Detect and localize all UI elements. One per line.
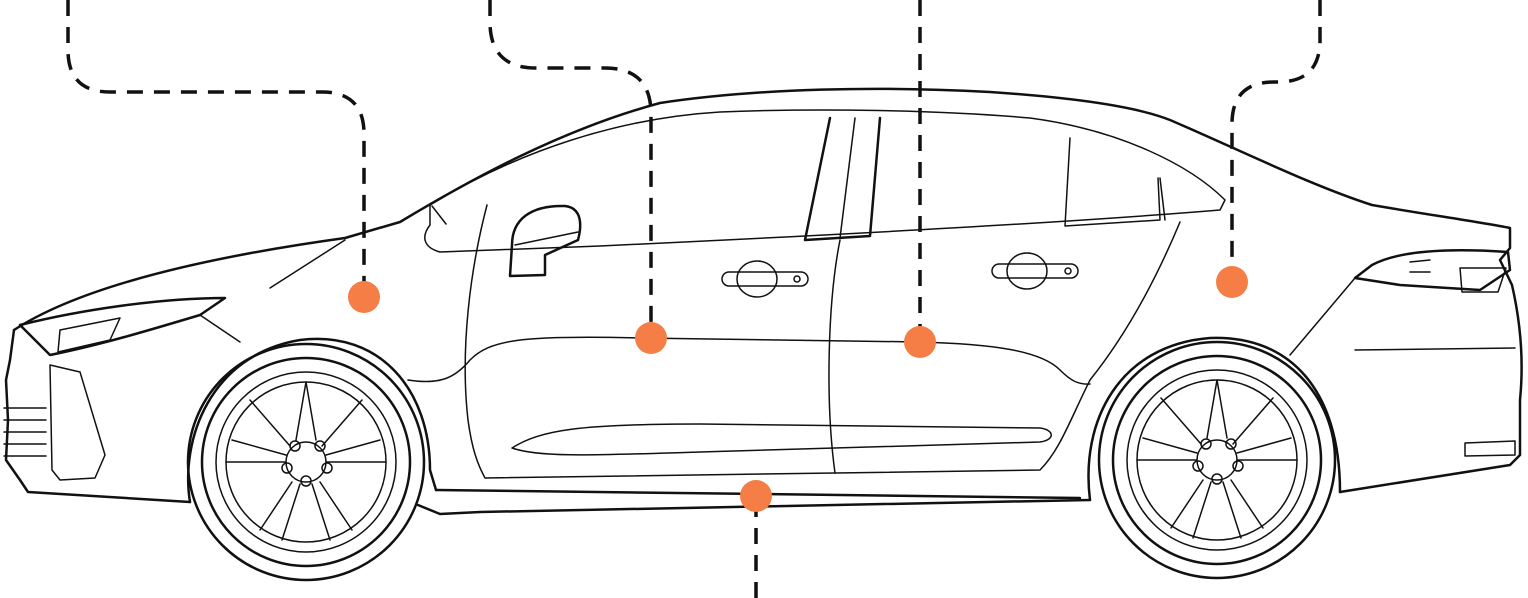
b-pillar — [803, 116, 882, 242]
door-divider — [828, 239, 841, 474]
body-silhouette — [12, 87, 1523, 494]
front-door-leader-line — [488, 0, 653, 326]
rear-door-marker[interactable] — [904, 326, 936, 358]
taillight — [1353, 248, 1512, 292]
greenhouse-outline — [424, 109, 1226, 253]
front-bumper — [4, 328, 192, 504]
rear-quarter-glass — [1064, 137, 1161, 227]
b-pillar-inner — [839, 117, 856, 239]
rear-door-seam — [834, 221, 1181, 474]
front-door-marker[interactable] — [635, 322, 667, 354]
front-fender-marker[interactable] — [348, 281, 380, 313]
leader-lines — [66, 0, 1322, 598]
headlight-inner — [57, 317, 121, 353]
front-wheel-arch — [186, 337, 438, 504]
front-grille — [3, 407, 47, 457]
damage-markers — [348, 266, 1248, 512]
rear-bumper-crease — [1289, 277, 1516, 356]
side-mirror-detail — [514, 231, 579, 246]
c-pillar — [1159, 177, 1166, 221]
rear-quarter-panel-leader-line — [1230, 0, 1322, 270]
rear-wheel-arch — [1087, 336, 1342, 502]
front-fender-crease — [199, 239, 346, 343]
character-line — [407, 336, 1091, 385]
rear-door-handle — [991, 252, 1079, 290]
fog-light-intake — [49, 364, 106, 481]
rear-wheel — [1097, 340, 1337, 580]
headlight — [18, 296, 227, 357]
lower-sill — [416, 498, 1092, 516]
side-mirror — [508, 204, 582, 278]
front-door-handle — [721, 260, 809, 298]
rear-quarter-panel-marker[interactable] — [1216, 266, 1248, 298]
car-body — [3, 87, 1523, 516]
front-door-seam — [464, 204, 836, 479]
taillight-inner — [1409, 259, 1507, 293]
lower-door-sculpt — [511, 423, 1052, 456]
front-wheel — [186, 342, 426, 582]
front-fender-leader-line — [66, 0, 366, 285]
rocker-panel-marker[interactable] — [740, 480, 772, 512]
a-pillar — [431, 205, 447, 225]
rear-reflector — [1464, 440, 1516, 457]
